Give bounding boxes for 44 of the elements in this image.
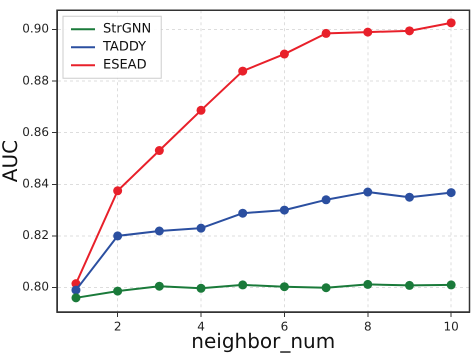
x-tick-label: 2 — [114, 319, 122, 334]
point — [446, 188, 456, 198]
legend-label: StrGNN — [103, 22, 152, 37]
point — [196, 106, 206, 115]
point — [238, 208, 248, 218]
point — [113, 286, 122, 296]
point — [404, 192, 414, 202]
point — [404, 26, 414, 36]
y-tick-label: 0.84 — [22, 176, 49, 190]
x-tick-label: 10 — [444, 319, 459, 334]
y-tick-label: 0.90 — [22, 22, 49, 36]
point — [446, 280, 456, 290]
point — [71, 293, 80, 302]
y-tick-label: 0.82 — [22, 228, 49, 242]
point — [71, 286, 80, 295]
point — [280, 206, 289, 215]
point — [196, 224, 206, 233]
point — [238, 280, 248, 290]
point — [113, 231, 122, 240]
point — [280, 50, 289, 59]
point — [404, 280, 414, 290]
y-tick-label: 0.86 — [22, 124, 49, 139]
point — [196, 284, 206, 293]
point — [154, 146, 164, 156]
x-tick-label: 4 — [197, 319, 205, 334]
point — [280, 282, 289, 292]
point — [238, 66, 248, 76]
y-tick-label: 0.80 — [22, 280, 49, 294]
x-tick-label: 6 — [280, 319, 288, 334]
y-tick-label: 0.88 — [22, 73, 49, 88]
point — [363, 188, 372, 197]
point — [363, 280, 372, 289]
point — [154, 226, 164, 236]
point — [322, 28, 331, 38]
legend-label: TADDY — [102, 40, 146, 55]
point — [322, 283, 331, 292]
legend-label: ESEAD — [103, 58, 147, 73]
point — [363, 28, 372, 37]
x-tick-label: 8 — [364, 319, 372, 334]
point — [446, 18, 456, 28]
point — [113, 186, 122, 196]
point — [322, 195, 331, 204]
y-axis-title: AUC — [0, 140, 22, 182]
point — [154, 282, 164, 291]
